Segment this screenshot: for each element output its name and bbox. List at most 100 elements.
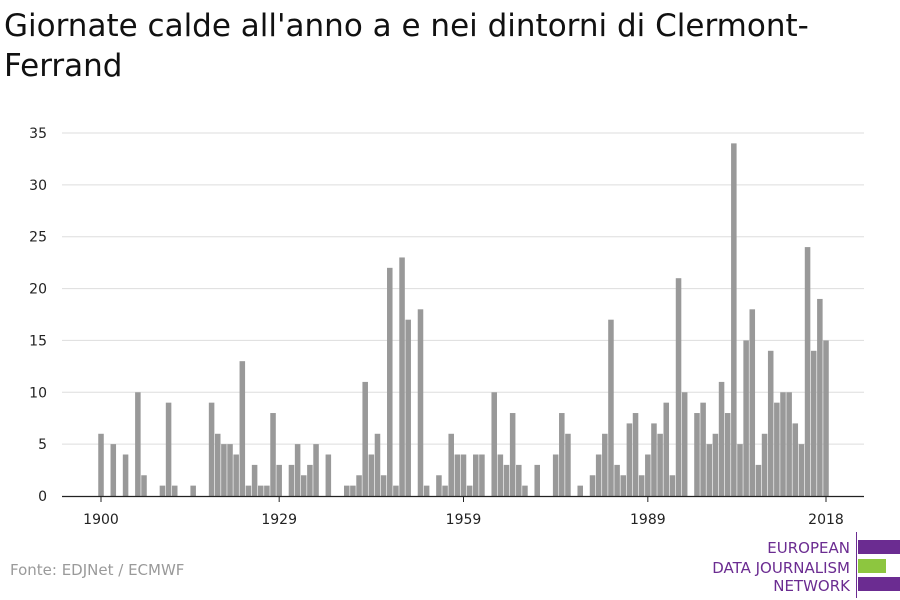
bar-2006 (749, 309, 756, 496)
bar-2016 (810, 350, 817, 496)
bar-1997 (694, 413, 700, 496)
bar-1988 (638, 475, 645, 496)
bar-1957 (448, 433, 454, 496)
bar-2009 (767, 350, 774, 496)
bar-1978 (577, 485, 583, 496)
bar-2008 (761, 433, 768, 496)
bar-1998 (700, 402, 706, 496)
bar-1904 (122, 454, 129, 496)
y-tick-label: 5 (38, 437, 47, 453)
bar-1990 (651, 423, 657, 496)
bar-1915 (190, 485, 196, 496)
bar-1974 (552, 454, 559, 496)
bar-1993 (669, 475, 676, 496)
x-tick-label: 1929 (261, 512, 297, 528)
bar-1932 (294, 444, 301, 496)
bar-1992 (663, 402, 670, 496)
bar-1949 (399, 257, 405, 496)
bar-1950 (405, 319, 411, 496)
bar-1900 (98, 433, 104, 496)
bar-2000 (712, 433, 719, 496)
bar-1923 (239, 361, 246, 496)
bar-1989 (645, 454, 651, 496)
bar-1968 (516, 464, 522, 496)
bar-1927 (264, 485, 270, 496)
bar-1953 (423, 485, 430, 496)
bar-1934 (307, 464, 313, 496)
bar-1961 (473, 454, 479, 496)
bar-1942 (356, 475, 362, 496)
bar-1902 (110, 444, 117, 496)
bar-2018 (823, 340, 829, 496)
bar-1906 (135, 392, 141, 496)
bar-2011 (780, 392, 786, 496)
logo-bar-purple-bottom (858, 577, 900, 591)
bar-1940 (344, 485, 350, 496)
bar-1931 (288, 464, 295, 496)
logo-bar-purple-top (858, 540, 900, 554)
bar-1969 (522, 485, 528, 496)
bar-1918 (208, 402, 215, 496)
x-tick-label: 1959 (446, 512, 482, 528)
bar-1944 (368, 454, 375, 496)
grid-layer (62, 132, 864, 445)
bar-1995 (681, 392, 688, 496)
bar-1945 (374, 433, 381, 496)
bar-1994 (675, 278, 682, 496)
bar-1947 (387, 267, 393, 496)
y-tick-label: 15 (29, 333, 47, 349)
bar-2005 (743, 340, 749, 496)
bar-1983 (608, 319, 614, 496)
bar-1986 (626, 423, 633, 496)
y-tick-label: 25 (29, 230, 47, 246)
logo-line-data-journalism: DATA JOURNALISM (712, 559, 850, 577)
bar-2015 (804, 247, 811, 496)
bar-1962 (479, 454, 485, 496)
bar-1937 (325, 454, 332, 496)
chart-title: Giornate calde all'anno a e nei dintorni… (4, 8, 809, 84)
bar-1907 (141, 475, 147, 496)
bar-1911 (165, 402, 172, 496)
bar-1984 (614, 464, 620, 496)
logo-line-network: NETWORK (773, 577, 850, 595)
bar-1971 (534, 464, 540, 496)
bar-1987 (632, 413, 639, 496)
bar-1910 (159, 485, 166, 496)
bar-2010 (774, 402, 780, 496)
bar-1956 (442, 485, 448, 496)
bar-layer (98, 143, 829, 496)
bar-1948 (393, 485, 399, 496)
logo-separator (856, 532, 857, 598)
bar-1966 (503, 464, 510, 496)
bar-2004 (737, 444, 743, 496)
bar-1924 (245, 485, 252, 496)
bar-1920 (221, 444, 227, 496)
bar-1921 (227, 444, 233, 496)
bar-1976 (565, 433, 571, 496)
logo-bar-green (858, 559, 886, 573)
bar-1967 (509, 413, 516, 496)
y-tick-label: 30 (29, 178, 47, 194)
edjnet-logo: EUROPEAN DATA JOURNALISM NETWORK (700, 530, 900, 600)
y-tick-label: 10 (29, 385, 47, 401)
bar-1981 (595, 454, 602, 496)
bar-1980 (589, 475, 596, 496)
bar-2013 (792, 423, 799, 496)
bar-2002 (724, 413, 731, 496)
y-tick-label: 35 (29, 126, 47, 142)
bar-1991 (657, 433, 663, 496)
y-tick-label: 0 (38, 489, 47, 505)
bar-1925 (251, 464, 258, 496)
bar-1922 (233, 454, 239, 496)
bar-1958 (454, 454, 461, 496)
bar-1955 (436, 475, 442, 496)
bar-2007 (755, 464, 762, 496)
bar-1912 (171, 485, 178, 496)
logo-line-european: EUROPEAN (767, 539, 850, 557)
bar-1982 (602, 433, 608, 496)
source-note: Fonte: EDJNet / ECMWF (10, 561, 185, 579)
bar-1946 (380, 475, 387, 496)
bar-1926 (257, 485, 264, 496)
bar-1933 (300, 475, 307, 496)
